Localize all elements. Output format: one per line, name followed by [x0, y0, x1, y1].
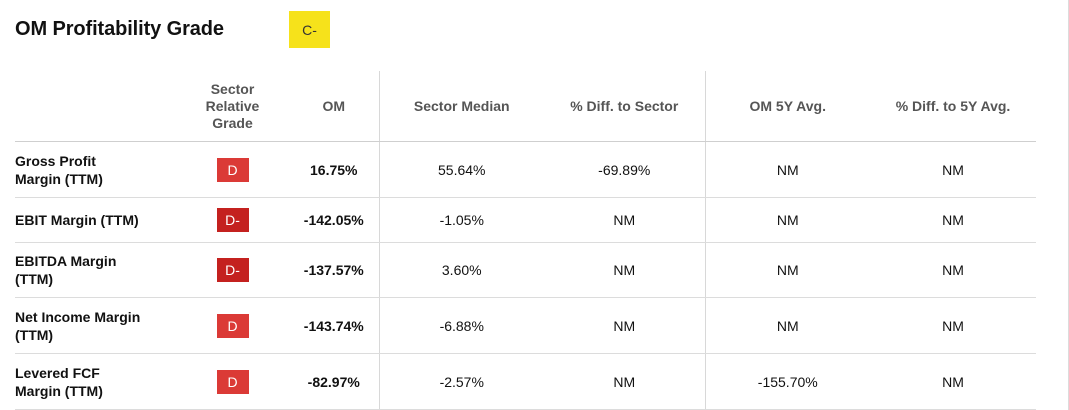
- metric-name: Gross Profit Margin (TTM): [15, 141, 176, 198]
- metric-name: Levered FCF Margin (TTM): [15, 353, 176, 410]
- header-grade-line-1: Sector: [210, 80, 255, 97]
- om-value: 16.75%: [289, 141, 379, 198]
- grade-cell: D: [176, 353, 289, 410]
- om-5y-avg-value: NM: [704, 242, 870, 298]
- diff-to-5y-avg-value: NM: [870, 353, 1036, 410]
- table-row: Net Income Margin (TTM) D -143.74% -6.88…: [15, 297, 1036, 354]
- header-sector-relative-grade: Sector Relative Grade: [176, 71, 289, 142]
- om-value: -142.05%: [289, 197, 379, 243]
- header-om: OM: [289, 71, 379, 142]
- table-header-row: Sector Relative Grade OM Sector Median %…: [15, 71, 1036, 142]
- table-row: EBIT Margin (TTM) D- -142.05% -1.05% NM …: [15, 197, 1036, 243]
- grade-cell: D: [176, 141, 289, 198]
- metric-name: EBIT Margin (TTM): [15, 197, 176, 243]
- diff-to-sector-value: NM: [544, 197, 705, 243]
- metric-name: EBITDA Margin (TTM): [15, 242, 176, 298]
- metric-name-line: EBIT Margin (TTM): [15, 212, 139, 228]
- header-om-5y-avg: OM 5Y Avg.: [704, 71, 870, 142]
- diff-to-sector-value: NM: [544, 242, 705, 298]
- om-5y-avg-value: NM: [704, 297, 870, 354]
- header-grade-line-3: Grade: [212, 114, 253, 131]
- header-diff-to-5y-avg: % Diff. to 5Y Avg.: [870, 71, 1036, 142]
- grade-badge: D: [216, 369, 249, 394]
- grade-badge: D-: [216, 208, 249, 232]
- metric-name-line: Margin (TTM): [15, 170, 103, 187]
- om-value: -82.97%: [289, 353, 379, 410]
- diff-to-5y-avg-value: NM: [870, 141, 1036, 198]
- sector-median-value: 55.64%: [378, 141, 544, 198]
- header-metric: [15, 71, 176, 142]
- diff-to-sector-value: NM: [544, 297, 705, 354]
- metric-name: Net Income Margin (TTM): [15, 297, 176, 354]
- sector-median-value: -2.57%: [378, 353, 544, 410]
- grade-badge: D: [216, 157, 249, 182]
- diff-to-sector-value: -69.89%: [544, 141, 705, 198]
- diff-to-sector-value: NM: [544, 353, 705, 410]
- table-row: Levered FCF Margin (TTM) D -82.97% -2.57…: [15, 353, 1036, 410]
- header-diff-to-sector: % Diff. to Sector: [544, 71, 705, 142]
- om-value: -137.57%: [289, 242, 379, 298]
- header-grade-line-2: Relative: [205, 97, 260, 114]
- om-5y-avg-value: NM: [704, 141, 870, 198]
- grade-cell: D-: [176, 197, 289, 243]
- table-row: Gross Profit Margin (TTM) D 16.75% 55.64…: [15, 141, 1036, 198]
- sector-median-value: -1.05%: [378, 197, 544, 243]
- om-value: -143.74%: [289, 297, 379, 354]
- sector-median-value: -6.88%: [378, 297, 544, 354]
- diff-to-5y-avg-value: NM: [870, 297, 1036, 354]
- overall-grade-badge: C-: [289, 11, 330, 48]
- grades-table: Sector Relative Grade OM Sector Median %…: [15, 71, 1036, 410]
- header-sector-median: Sector Median: [378, 71, 544, 142]
- om-5y-avg-value: -155.70%: [704, 353, 870, 410]
- grade-cell: D-: [176, 242, 289, 298]
- om-5y-avg-value: NM: [704, 197, 870, 243]
- metric-name-line: Gross Profit: [15, 152, 96, 169]
- diff-to-5y-avg-value: NM: [870, 242, 1036, 298]
- metric-name-line: Margin (TTM): [15, 382, 103, 399]
- grade-badge: D-: [216, 258, 249, 282]
- diff-to-5y-avg-value: NM: [870, 197, 1036, 243]
- grade-badge: D: [216, 313, 249, 338]
- metric-name-line: (TTM): [15, 326, 54, 343]
- metric-name-line: Net Income Margin: [15, 308, 141, 325]
- metric-name-line: EBITDA Margin: [15, 253, 117, 269]
- metric-name-line: (TTM): [15, 271, 54, 287]
- page-title: OM Profitability Grade: [15, 18, 224, 40]
- metric-name-line: Levered FCF: [15, 364, 100, 381]
- table-row: EBITDA Margin (TTM) D- -137.57% 3.60% NM…: [15, 242, 1036, 298]
- sector-median-value: 3.60%: [378, 242, 544, 298]
- grade-cell: D: [176, 297, 289, 354]
